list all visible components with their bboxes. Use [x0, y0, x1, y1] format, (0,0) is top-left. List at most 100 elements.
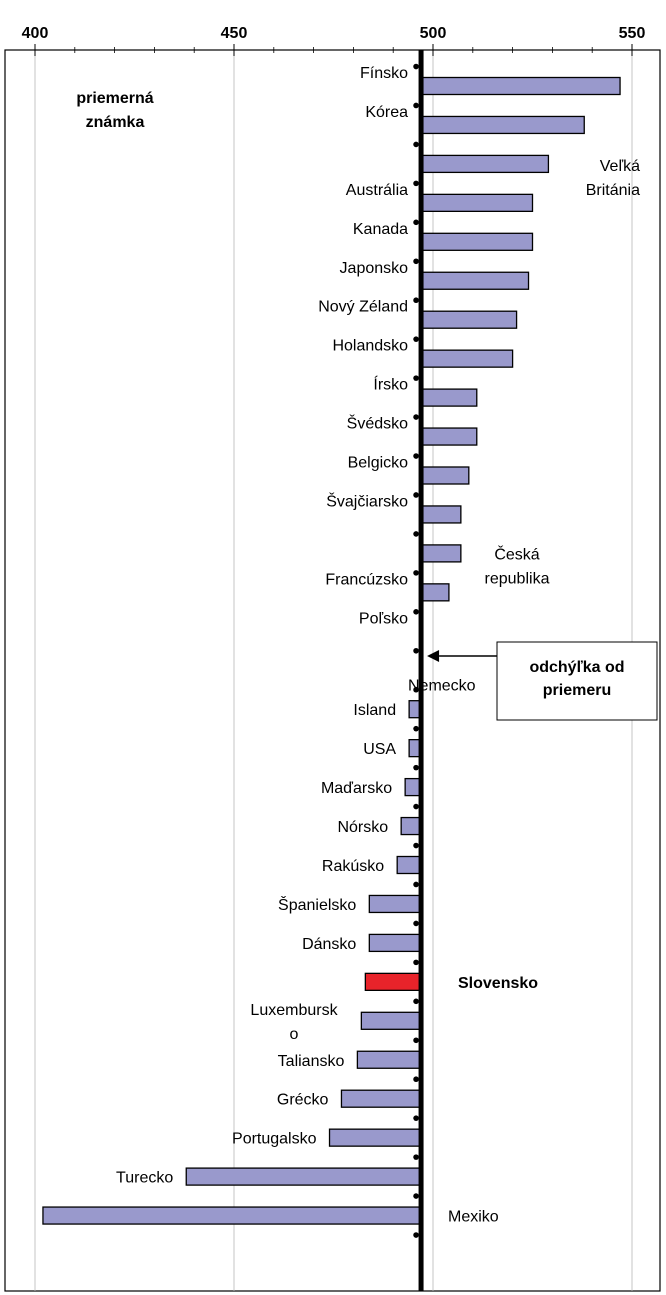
reference-line-tick-mark: [413, 803, 419, 810]
country-label: Kanada: [353, 221, 408, 238]
reference-line-tick-mark: [413, 492, 419, 498]
bar: [368, 933, 422, 953]
bar: [42, 1206, 422, 1225]
average-score-note: známka: [86, 114, 145, 131]
bar: [420, 193, 534, 213]
bar: [420, 427, 478, 446]
reference-line-tick-mark: [413, 647, 419, 654]
reference-line-tick-mark: [413, 959, 419, 966]
country-label: Nemecko: [408, 677, 476, 694]
country-label: Mexiko: [448, 1209, 499, 1226]
country-label: Austrália: [346, 182, 408, 199]
deviation-arrow-head: [427, 650, 440, 662]
reference-line-tick-mark: [413, 141, 419, 148]
deviation-annotation-text: priemeru: [543, 682, 611, 699]
bar: [420, 466, 470, 485]
country-label: Veľká: [600, 158, 640, 175]
country-label: Rakúsko: [322, 858, 384, 875]
bar: [400, 816, 422, 836]
bar: [420, 76, 621, 96]
deviation-annotation-box: [496, 641, 658, 721]
reference-line-tick-mark: [413, 375, 419, 381]
average-score-note: priemerná: [76, 90, 153, 107]
bar: [420, 583, 450, 602]
country-label: Turecko: [116, 1170, 173, 1187]
country-label: Grécko: [277, 1092, 329, 1109]
bar: [420, 388, 478, 407]
reference-line-tick-mark: [413, 609, 419, 615]
reference-line-tick-mark: [413, 842, 419, 849]
bar: [420, 154, 550, 174]
reference-line-tick-mark: [413, 1154, 419, 1160]
reference-line-tick-mark: [413, 219, 419, 226]
deviation-annotation-text: odchýľka od: [529, 659, 624, 676]
bar-highlight: [364, 972, 422, 991]
bar: [420, 310, 518, 329]
bar: [396, 855, 422, 875]
reference-line-tick-mark: [413, 920, 419, 927]
reference-line-tick-mark: [413, 998, 419, 1005]
reference-line-tick-mark: [413, 414, 419, 420]
country-label: Poľsko: [359, 610, 408, 627]
x-tick-label: 500: [420, 25, 447, 42]
reference-line-tick-mark: [413, 102, 419, 109]
country-label: Francúzsko: [325, 571, 408, 588]
bar: [368, 894, 422, 914]
country-label: USA: [363, 741, 396, 758]
country-label: Švajčiarsko: [326, 491, 408, 510]
bar: [420, 544, 462, 563]
x-tick-label: 550: [619, 25, 646, 42]
country-label: Slovensko: [458, 975, 538, 992]
reference-line-tick-mark: [413, 764, 419, 771]
reference-line-tick-mark: [413, 336, 419, 342]
country-label: Island: [353, 702, 396, 719]
reference-line-tick-mark: [413, 1232, 419, 1238]
reference-line-tick-mark: [413, 686, 419, 693]
reference-line-tick-mark: [413, 1115, 419, 1121]
country-label: Nový Zéland: [318, 299, 408, 316]
reference-line-tick-mark: [413, 531, 419, 537]
reference-line-tick-mark: [413, 725, 419, 732]
bar: [420, 271, 530, 290]
country-label: republika: [485, 571, 550, 588]
country-label: Británia: [586, 182, 640, 199]
country-label: Portugalsko: [232, 1131, 317, 1148]
reference-line-tick-mark: [413, 453, 419, 459]
bar: [340, 1089, 422, 1108]
country-label: Taliansko: [278, 1053, 345, 1070]
country-label: Kórea: [365, 104, 408, 121]
x-tick-label: 450: [221, 25, 248, 42]
reference-line-tick-mark: [413, 1076, 419, 1083]
country-label: Nórsko: [337, 819, 388, 836]
bar: [420, 115, 585, 135]
reference-line-tick-mark: [413, 570, 419, 576]
reference-line-tick-mark: [413, 881, 419, 888]
reference-line-tick-mark: [413, 1193, 419, 1199]
bar: [420, 232, 534, 251]
reference-line-tick-mark: [413, 63, 419, 70]
bar: [185, 1167, 422, 1186]
country-label: Belgicko: [348, 455, 409, 472]
country-label: Česká: [494, 545, 539, 564]
country-label: Holandsko: [332, 338, 408, 355]
reference-line-tick-mark: [413, 258, 419, 265]
bar: [420, 505, 462, 524]
reference-line-tick-mark: [413, 297, 419, 304]
country-label: Maďarsko: [321, 780, 392, 797]
country-label: Luxembursk: [250, 1002, 338, 1019]
country-label: Španielsko: [278, 895, 356, 914]
country-label: Švédsko: [347, 414, 408, 433]
country-label: Dánsko: [302, 936, 356, 953]
bar: [360, 1011, 422, 1030]
country-label: Japonsko: [340, 260, 409, 277]
x-tick-label: 400: [22, 25, 49, 42]
bar: [420, 349, 514, 368]
bar: [356, 1050, 422, 1069]
reference-line-tick-mark: [413, 1037, 419, 1044]
bar: [328, 1128, 422, 1147]
country-label: Írsko: [373, 375, 408, 394]
reference-line-tick-mark: [413, 180, 419, 187]
country-label: Fínsko: [360, 65, 408, 82]
country-label: o: [290, 1026, 299, 1043]
